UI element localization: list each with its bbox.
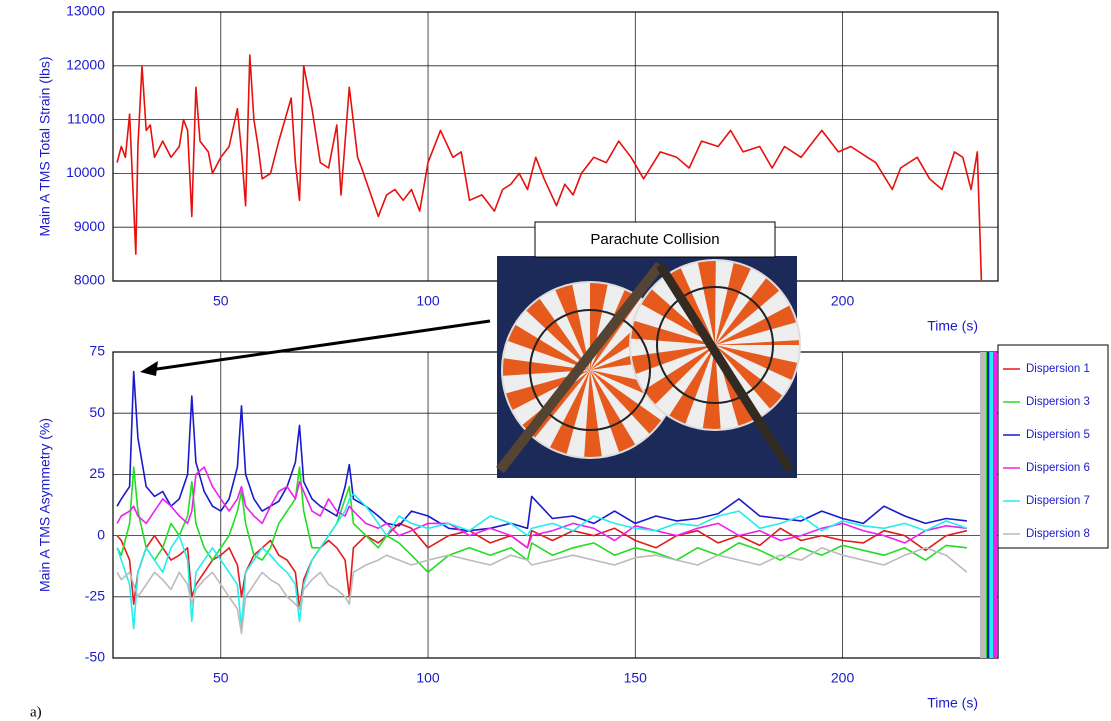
x-tick-label: 150 (624, 670, 648, 686)
y-tick-label: 75 (89, 343, 105, 359)
legend-label: Dispersion 5 (1026, 429, 1090, 441)
x-axis-label: Time (s) (927, 695, 978, 711)
data-line (116, 493, 968, 630)
x-tick-label: 100 (416, 670, 440, 686)
arrow (149, 319, 491, 372)
annotation: Parachute Collision (590, 231, 719, 248)
x-tick-label: 200 (831, 670, 855, 686)
x-axis-label: Time (s) (927, 318, 978, 334)
overlay: Parachute Collision a) (30, 221, 997, 720)
annotation-box (534, 221, 776, 258)
photo (496, 256, 801, 478)
arrow-head (140, 361, 158, 376)
y-tick-label: 12000 (66, 57, 105, 73)
legend-box (997, 344, 1109, 549)
data-line (116, 466, 967, 574)
legend-label: Dispersion 3 (1026, 396, 1090, 408)
legend-label: Dispersion 6 (1026, 462, 1090, 474)
end-strip (993, 352, 997, 658)
x-tick-label: 100 (416, 293, 440, 309)
x-tick-label: 50 (213, 670, 229, 686)
data-line (116, 370, 967, 532)
x-tick-label: 200 (831, 293, 855, 309)
data-line (116, 547, 968, 635)
y-tick-label: 13000 (66, 3, 105, 19)
x-tick-label: 50 (213, 293, 229, 309)
y-tick-label: 8000 (74, 272, 105, 288)
y-axis-label: Main A TMS Asymmetry (%) (37, 418, 53, 592)
y-tick-label: 10000 (66, 164, 105, 180)
y-tick-label: 11000 (67, 110, 105, 126)
y-tick-label: 9000 (74, 218, 105, 234)
legend-label: Dispersion 7 (1026, 495, 1090, 507)
data-line (116, 54, 983, 282)
y-tick-label: 50 (89, 404, 105, 420)
end-strip (990, 352, 993, 658)
y-tick-label: 0 (97, 526, 105, 542)
y-tick-label: -25 (85, 588, 105, 604)
data-line (116, 466, 967, 549)
legend-label: Dispersion 8 (1026, 528, 1090, 540)
caption: a) (30, 704, 42, 720)
y-tick-label: 25 (89, 465, 105, 481)
legend-label: Dispersion 1 (1026, 363, 1090, 375)
data-line (116, 522, 968, 610)
end-strip (980, 352, 986, 658)
y-tick-label: -50 (85, 649, 105, 665)
y-axis-label: Main A TMS Total Strain (lbs) (37, 57, 53, 237)
